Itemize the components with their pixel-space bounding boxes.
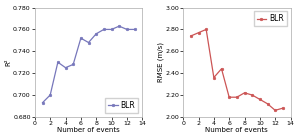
BLR	[197, 32, 200, 33]
X-axis label: Number of events: Number of events	[57, 127, 120, 133]
X-axis label: Number of events: Number of events	[206, 127, 268, 133]
BLR	[204, 29, 208, 30]
BLR	[250, 94, 254, 96]
BLR	[243, 92, 246, 94]
Line: BLR: BLR	[41, 25, 136, 104]
BLR	[273, 110, 277, 111]
BLR	[220, 68, 223, 70]
BLR	[117, 25, 121, 27]
BLR	[79, 37, 83, 39]
Legend: BLR: BLR	[254, 11, 287, 27]
BLR	[56, 61, 60, 63]
BLR	[189, 35, 193, 37]
BLR	[235, 96, 238, 98]
BLR	[258, 99, 262, 100]
Y-axis label: RMSE (m/s): RMSE (m/s)	[157, 42, 164, 82]
BLR	[64, 67, 67, 69]
BLR	[212, 77, 216, 78]
BLR	[133, 29, 136, 30]
BLR	[281, 107, 285, 109]
BLR	[125, 29, 129, 30]
Legend: BLR: BLR	[105, 98, 138, 113]
BLR	[102, 29, 106, 30]
BLR	[227, 96, 231, 98]
BLR	[41, 102, 44, 104]
BLR	[48, 94, 52, 96]
BLR	[266, 103, 269, 105]
BLR	[71, 64, 75, 65]
BLR	[110, 29, 113, 30]
BLR	[94, 33, 98, 35]
Line: BLR: BLR	[190, 28, 284, 112]
Y-axis label: R²: R²	[6, 58, 12, 66]
BLR	[87, 42, 90, 43]
